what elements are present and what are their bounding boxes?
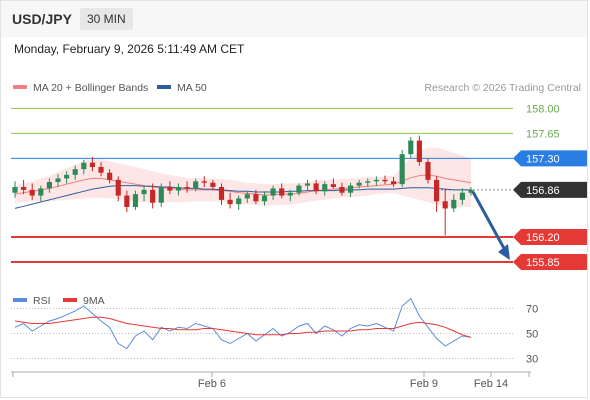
- candle-body: [236, 198, 242, 205]
- candle-body: [339, 187, 345, 193]
- candle-body: [434, 179, 440, 202]
- candle-body: [313, 183, 319, 192]
- projection-arrowhead: [498, 244, 510, 260]
- candle-body: [115, 179, 121, 196]
- candle-body: [124, 195, 130, 207]
- level-label: 156.86: [526, 185, 560, 197]
- rsi-legend-swatch: [13, 298, 27, 302]
- candle-body: [244, 194, 250, 199]
- candle-body: [64, 174, 70, 179]
- legend-label: MA 50: [177, 82, 207, 94]
- candle-body: [425, 162, 431, 180]
- rsi-legend-label: RSI: [33, 295, 51, 307]
- candle-body: [330, 184, 336, 187]
- candle-body: [193, 181, 199, 189]
- candle-body: [416, 140, 422, 162]
- candle-body: [279, 188, 285, 196]
- candle-body: [150, 189, 156, 203]
- candle-body: [382, 179, 388, 182]
- candle-body: [167, 187, 173, 191]
- candle-body: [373, 179, 379, 182]
- timestamp: Monday, February 9, 2026 5:11:49 AM CET: [14, 42, 245, 56]
- candle-body: [29, 189, 35, 196]
- candle-body: [46, 182, 52, 189]
- ma50-line: [14, 185, 471, 209]
- candle-body: [38, 188, 44, 196]
- candle-body: [132, 194, 139, 207]
- level-tag: [513, 181, 587, 198]
- level-label: 158.00: [526, 103, 560, 115]
- x-tick-label: Feb 9: [410, 378, 438, 390]
- bollinger-band-fill: [15, 147, 471, 207]
- candle-body: [304, 183, 311, 186]
- candle-body: [81, 162, 87, 170]
- legend-label: MA 20 + Bollinger Bands: [33, 82, 148, 94]
- candle-body: [390, 181, 397, 185]
- candle-body: [218, 187, 225, 200]
- candle-body: [175, 187, 182, 191]
- candle-body: [451, 199, 457, 209]
- symbol-title: USD/JPY: [12, 11, 72, 27]
- candle-body: [72, 169, 78, 175]
- candle-body: [158, 187, 164, 203]
- rsi-tick-label: 30: [526, 354, 538, 366]
- candle-body: [270, 188, 276, 196]
- candle-body: [459, 192, 465, 200]
- candle-body: [253, 194, 259, 202]
- legend-swatch: [157, 85, 171, 89]
- candle-body: [210, 182, 216, 187]
- candle-body: [141, 189, 147, 195]
- candle-body: [21, 187, 27, 190]
- candle-body: [399, 154, 405, 185]
- candle-body: [227, 199, 233, 205]
- projection-arrow: [471, 191, 508, 253]
- x-tick-label: Feb 6: [198, 378, 226, 390]
- level-tag: [513, 229, 587, 245]
- candle-body: [12, 187, 18, 193]
- level-label: 156.20: [526, 232, 560, 244]
- candle-body: [201, 181, 207, 183]
- candle-body: [107, 172, 113, 180]
- rsi-ma-line: [14, 316, 472, 338]
- candle-body: [468, 189, 474, 193]
- legend-swatch: [13, 85, 27, 89]
- candle-body: [442, 201, 448, 209]
- level-tag: [513, 150, 587, 167]
- rsi-legend-label: 9MA: [83, 295, 105, 307]
- level-tag: [513, 254, 587, 270]
- candle-body: [347, 185, 354, 193]
- level-label: 155.85: [526, 257, 560, 269]
- x-tick-label: Feb 14: [474, 378, 508, 390]
- rsi-tick-label: 70: [526, 304, 538, 316]
- rsi-line: [14, 297, 472, 350]
- candle-body: [365, 181, 371, 183]
- candle-body: [287, 192, 293, 196]
- candle-body: [322, 184, 328, 192]
- candle-body: [89, 162, 96, 167]
- candle-body: [356, 182, 362, 186]
- credit-text: Research © 2026 Trading Central: [424, 82, 581, 94]
- rsi-tick-label: 50: [526, 329, 538, 341]
- candle-body: [261, 195, 268, 202]
- chart-header: USD/JPY 30 MIN: [1, 1, 587, 37]
- candle-body: [184, 187, 190, 189]
- candle-body: [408, 140, 414, 155]
- timeframe-badge[interactable]: 30 MIN: [80, 8, 133, 30]
- level-label: 157.30: [526, 153, 560, 165]
- level-label: 157.65: [526, 128, 560, 140]
- candle-body: [98, 167, 104, 173]
- candle-body: [55, 178, 61, 182]
- candle-body: [296, 185, 302, 193]
- rsi-legend-swatch: [63, 298, 77, 302]
